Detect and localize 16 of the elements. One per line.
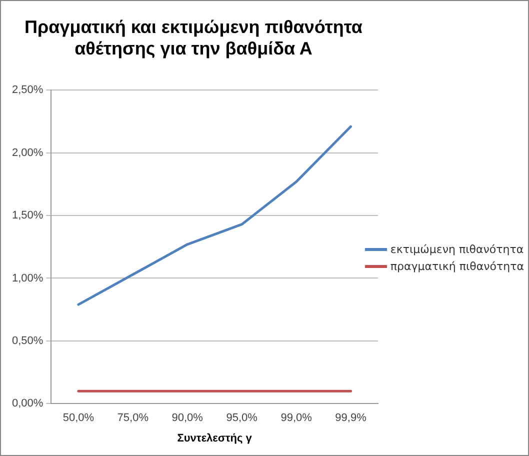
- x-tick-label: 99,9%: [335, 412, 367, 424]
- x-axis-title: Συντελεστής γ: [177, 432, 253, 444]
- chart-title: Πραγματική και εκτιμώμενη πιθανότητα αθέτησης για την βαθμίδα Α: [24, 16, 362, 58]
- y-tick-label: 2,00%: [12, 146, 44, 159]
- y-tick-label: 2,50%: [12, 84, 44, 96]
- x-tick-label: 99,0%: [280, 412, 312, 424]
- x-tick-label: 90,0%: [172, 412, 204, 424]
- y-tick-label: 1,00%: [12, 272, 44, 284]
- x-tick-label: 50,0%: [62, 412, 94, 424]
- y-tick-label: 1,50%: [12, 210, 44, 222]
- x-tick-label: 75,0%: [117, 412, 149, 424]
- y-tick-label: 0,50%: [12, 334, 44, 347]
- legend-label: εκτιμώμενη πιθανότητα: [390, 243, 524, 256]
- x-tick-label: 95,0%: [226, 412, 258, 424]
- y-tick-label: 0,00%: [12, 398, 44, 410]
- legend-label: πραγματική πιθανότητα: [390, 260, 524, 273]
